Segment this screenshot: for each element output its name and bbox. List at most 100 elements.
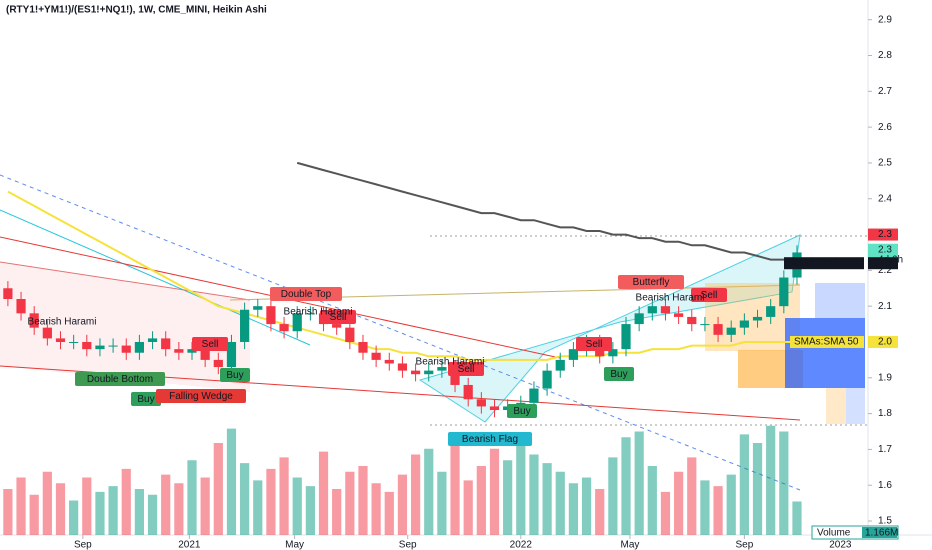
candle-body <box>305 313 315 315</box>
candle-body <box>29 313 39 328</box>
volume-bar <box>516 434 526 535</box>
annotation-label: Sell <box>701 290 718 301</box>
candle-body <box>147 338 158 342</box>
volume-bar <box>529 454 539 535</box>
annotation-label: Double Top <box>281 289 332 300</box>
annotation-label: Bearish Flag <box>462 434 518 445</box>
annotation-label: Bearish Harami <box>28 317 97 328</box>
candle-body <box>134 341 145 353</box>
volume-value: 1.166M <box>865 528 898 539</box>
candle-body <box>240 309 250 342</box>
annotation-label: Butterfly <box>633 277 670 288</box>
volume-bar <box>42 471 52 535</box>
volume-bar <box>489 448 500 535</box>
flag-shade <box>418 234 801 423</box>
volume-bar <box>29 494 39 535</box>
volume-bar <box>371 483 381 535</box>
volume-bar <box>621 437 631 535</box>
y-tick-label: 2.8 <box>878 50 892 61</box>
candle-body <box>121 345 131 353</box>
series-layer: 1.5 1.6 1.7 1.8 1.9 2.0 2.1 2.2 2.3 2.4 2.5 2.6 2.7 2… <box>3 14 903 550</box>
volume-bar <box>266 468 276 535</box>
candle-body <box>568 349 579 360</box>
volume-bar <box>397 474 408 535</box>
candle-body <box>3 288 13 300</box>
candle-body <box>739 320 749 328</box>
volume-bar <box>766 425 776 535</box>
candle-body <box>397 363 408 371</box>
volume-bar <box>69 500 79 535</box>
volume-bar <box>200 477 210 535</box>
sma-value: 2.2 <box>878 258 892 269</box>
volume-bar <box>318 451 329 535</box>
candle-body <box>752 316 763 321</box>
annotation-label: Bearish Harami <box>284 307 353 318</box>
candle-body <box>660 306 671 314</box>
candle-body <box>489 406 500 411</box>
volume-bar <box>634 431 644 535</box>
sma-value: 2.0 <box>878 337 892 348</box>
annotation-label: Buy <box>137 394 154 405</box>
y-tick-label: 2.4 <box>878 193 892 204</box>
candle-body <box>437 367 447 371</box>
x-tick-label: May <box>621 540 640 550</box>
candle-body <box>608 349 618 357</box>
annotation-box <box>507 404 537 418</box>
y-tick-label: 2.9 <box>878 14 892 25</box>
x-tick-label: 2023 <box>829 540 852 550</box>
candle-body <box>529 388 539 403</box>
volume-bar <box>463 480 473 535</box>
volume-bar <box>187 460 197 535</box>
candle-body <box>726 327 736 335</box>
volume-bar <box>437 471 447 535</box>
annotation-box <box>131 392 161 406</box>
sma-line <box>296 161 798 265</box>
candle-body <box>634 313 644 325</box>
annotation-box <box>192 337 228 351</box>
sma-name-box <box>790 335 864 348</box>
y-tick-label: 1.7 <box>878 444 892 455</box>
annotation-label: Falling Wedge <box>169 391 233 402</box>
sma-value-box <box>868 335 898 348</box>
candle-body <box>279 324 289 332</box>
y-tick-label: 2.6 <box>878 122 892 133</box>
candle-body <box>700 324 710 326</box>
volume-bar <box>503 460 513 535</box>
volume-bar <box>595 489 605 535</box>
volume-bar <box>16 477 26 535</box>
candle-body <box>226 341 237 368</box>
candle-body <box>213 359 223 368</box>
price-badge-label: 2.3 <box>878 229 892 240</box>
candle-body <box>16 299 26 314</box>
annotation-label: Buy <box>610 369 627 380</box>
candle-body <box>542 370 552 389</box>
volume-bar <box>424 448 434 535</box>
candle-body <box>266 306 276 325</box>
volume-bar <box>660 491 671 535</box>
y-tick-label: 1.8 <box>878 408 892 419</box>
annotation-label: Double Bottom <box>87 374 153 385</box>
volume-bar <box>134 489 145 535</box>
y-tick-label: 2.7 <box>878 86 892 97</box>
annotation-label: Sell <box>330 312 347 323</box>
volume-bar <box>739 434 749 535</box>
x-tick-label: May <box>285 540 304 550</box>
sma-value-box <box>868 257 898 270</box>
sma-line <box>7 190 797 361</box>
y-tick-label: 2.5 <box>878 158 892 169</box>
candle-body <box>253 306 263 310</box>
candle-body <box>766 306 776 317</box>
annotation-box <box>691 288 727 302</box>
volume-bar <box>121 468 131 535</box>
annotation-box <box>576 337 612 351</box>
annotation-box <box>604 367 634 381</box>
annotation-box <box>220 368 250 382</box>
volume-bar <box>345 471 355 535</box>
volume-bar <box>647 466 657 535</box>
volume-bar <box>240 463 250 535</box>
candle-body <box>384 359 394 364</box>
candle-body <box>410 370 421 375</box>
candle-body <box>713 324 723 335</box>
candle-body <box>345 327 355 342</box>
volume-bar <box>305 486 315 535</box>
